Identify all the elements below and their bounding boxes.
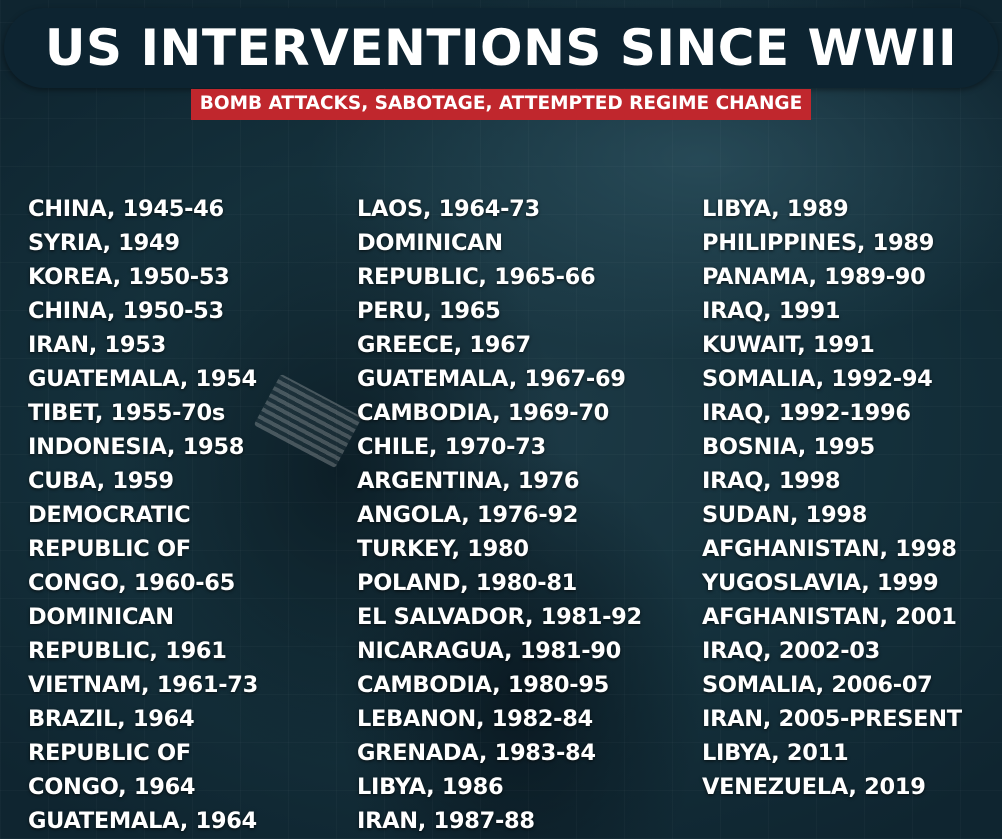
intervention-entry: TIBET, 1955-70s — [28, 400, 225, 426]
intervention-entry: IRAQ, 1998 — [702, 468, 841, 494]
intervention-entry: CHILE, 1970-73 — [357, 434, 546, 460]
intervention-entry: CHINA, 1950-53 — [28, 298, 224, 324]
intervention-entry: CHINA, 1945-46 — [28, 196, 224, 222]
intervention-entry: REPUBLIC OF — [28, 536, 191, 562]
intervention-entry: CUBA, 1959 — [28, 468, 174, 494]
intervention-entry: ARGENTINA, 1976 — [357, 468, 580, 494]
intervention-entry: REPUBLIC, 1965-66 — [357, 264, 596, 290]
intervention-entry: SOMALIA, 1992-94 — [702, 366, 933, 392]
intervention-entry: DEMOCRATIC — [28, 502, 191, 528]
intervention-entry: ANGOLA, 1976-92 — [357, 502, 579, 528]
intervention-entry: LIBYA, 1986 — [357, 774, 504, 800]
column-3: LIBYA, 1989 PHILIPPINES, 1989 PANAMA, 19… — [702, 192, 962, 804]
intervention-entry: SYRIA, 1949 — [28, 230, 180, 256]
intervention-entry: AFGHANISTAN, 2001 — [702, 604, 957, 630]
intervention-entry: BOSNIA, 1995 — [702, 434, 875, 460]
intervention-entry: PERU, 1965 — [357, 298, 501, 324]
intervention-entry: KUWAIT, 1991 — [702, 332, 875, 358]
intervention-entry: GUATEMALA, 1967-69 — [357, 366, 626, 392]
intervention-entry: REPUBLIC OF — [28, 740, 191, 766]
intervention-entry: GUATEMALA, 1954 — [28, 366, 257, 392]
subtitle-badge: BOMB ATTACKS, SABOTAGE, ATTEMPTED REGIME… — [190, 89, 812, 120]
intervention-entry: GRENADA, 1983-84 — [357, 740, 596, 766]
page-title: US INTERVENTIONS SINCE WWII — [44, 19, 958, 77]
intervention-entry: EL SALVADOR, 1981-92 — [357, 604, 642, 630]
intervention-entry: NICARAGUA, 1981-90 — [357, 638, 621, 664]
intervention-entry: LAOS, 1964-73 — [357, 196, 540, 222]
intervention-entry: GUATEMALA, 1964 — [28, 808, 257, 834]
intervention-entry: SUDAN, 1998 — [702, 502, 868, 528]
intervention-entry: IRAQ, 1992-1996 — [702, 400, 911, 426]
intervention-entry: INDONESIA, 1958 — [28, 434, 245, 460]
intervention-entry: IRAQ, 1991 — [702, 298, 841, 324]
subtitle-container: BOMB ATTACKS, SABOTAGE, ATTEMPTED REGIME… — [0, 89, 1002, 120]
intervention-entry: LIBYA, 2011 — [702, 740, 849, 766]
intervention-entry: IRAN, 2005-PRESENT — [702, 706, 962, 732]
intervention-entry: BRAZIL, 1964 — [28, 706, 195, 732]
intervention-entry: CONGO, 1960-65 — [28, 570, 236, 596]
intervention-entry: CAMBODIA, 1969-70 — [357, 400, 610, 426]
title-banner: US INTERVENTIONS SINCE WWII — [4, 8, 998, 88]
intervention-entry: VIETNAM, 1961-73 — [28, 672, 258, 698]
intervention-entry: SOMALIA, 2006-07 — [702, 672, 933, 698]
intervention-entry: IRAN, 1953 — [28, 332, 166, 358]
column-2: LAOS, 1964-73 DOMINICAN REPUBLIC, 1965-6… — [357, 192, 642, 838]
intervention-entry: IRAN, 1987-88 — [357, 808, 535, 834]
intervention-entry: AFGHANISTAN, 1998 — [702, 536, 957, 562]
intervention-entry: REPUBLIC, 1961 — [28, 638, 227, 664]
intervention-entry: PANAMA, 1989-90 — [702, 264, 926, 290]
intervention-entry: CAMBODIA, 1980-95 — [357, 672, 610, 698]
intervention-entry: TURKEY, 1980 — [357, 536, 529, 562]
intervention-entry: DOMINICAN — [28, 604, 174, 630]
intervention-entry: PHILIPPINES, 1989 — [702, 230, 935, 256]
intervention-entry: CONGO, 1964 — [28, 774, 196, 800]
intervention-entry: GREECE, 1967 — [357, 332, 531, 358]
intervention-entry: IRAQ, 2002-03 — [702, 638, 880, 664]
interventions-list: CHINA, 1945-46 SYRIA, 1949 KOREA, 1950-5… — [0, 192, 1002, 839]
intervention-entry: POLAND, 1980-81 — [357, 570, 578, 596]
intervention-entry: LIBYA, 1989 — [702, 196, 849, 222]
intervention-entry: LEBANON, 1982-84 — [357, 706, 593, 732]
intervention-entry: DOMINICAN — [357, 230, 503, 256]
intervention-entry: VENEZUELA, 2019 — [702, 774, 926, 800]
intervention-entry: YUGOSLAVIA, 1999 — [702, 570, 939, 596]
intervention-entry: KOREA, 1950-53 — [28, 264, 230, 290]
column-1: CHINA, 1945-46 SYRIA, 1949 KOREA, 1950-5… — [28, 192, 258, 838]
